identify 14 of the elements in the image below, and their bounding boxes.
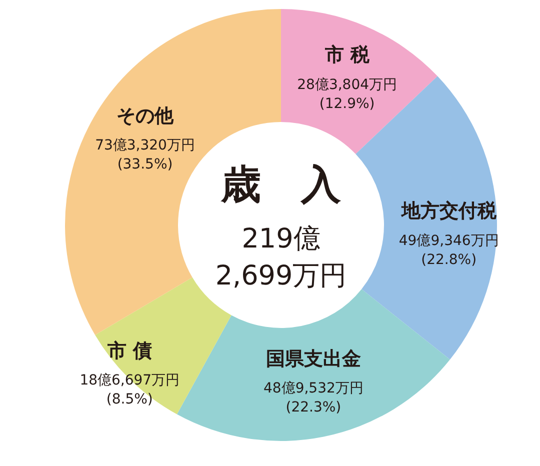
slice-label: 国県支出金 [266, 348, 361, 370]
data-label: 28億3,804万円 (12.9%) [297, 76, 398, 112]
text: 219億 2,699万円 [215, 223, 347, 292]
data-label: 73億3,320万円 (33.5%) [95, 138, 195, 173]
data-label: 18億6,697万円 (8.5%) [80, 372, 180, 408]
donut-slice [176, 289, 450, 441]
donut-slice [281, 9, 438, 154]
slice-label: 市 債 [106, 340, 152, 362]
text: 歳 入 [220, 162, 342, 208]
data-label: 49億9,346万円 (22.8%) [398, 232, 499, 268]
slice-label: その他 [116, 104, 175, 127]
slice-label: 市 税 [324, 44, 370, 66]
slice-label: 地方交付税 [400, 200, 498, 222]
data-label: 48億9,532万円 (22.3%) [264, 380, 364, 416]
